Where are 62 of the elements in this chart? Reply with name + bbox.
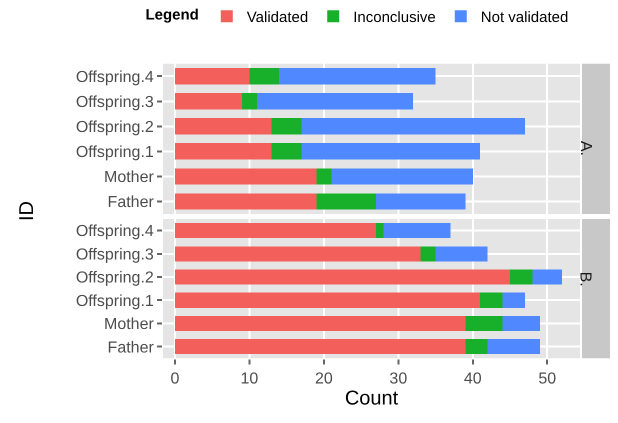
legend-title: Legend [145,6,199,24]
bar [174,93,242,110]
bar [436,246,488,262]
bar [465,316,503,332]
bar [316,168,332,185]
bar [465,339,488,354]
bar [302,118,525,134]
bar [174,339,466,354]
bar [174,118,272,134]
bar [242,93,257,110]
bar [376,223,384,238]
bar [316,193,376,210]
text: B. [576,272,594,287]
bar [272,143,302,160]
y-tick-label: Offspring.1 [76,144,154,161]
text: A. [576,140,594,156]
bar [174,223,376,238]
y-tick-label: Offspring.3 [76,94,154,111]
bar [331,168,473,185]
bar [383,223,450,238]
bar [174,68,250,84]
legend-label: Inconclusive [353,9,436,26]
bar [174,193,316,210]
y-tick-label: Father [108,339,154,356]
x-tick-label: 0 [170,370,180,388]
y-tick-label: Offspring.2 [76,270,154,287]
bar [502,292,525,308]
y-tick-label: Mother [104,169,154,186]
bar [279,68,436,84]
bar [272,118,302,134]
x-tick-label: 40 [464,370,482,388]
y-tick-label: Offspring.3 [76,246,154,264]
bar [249,68,280,84]
y-tick-label: Offspring.2 [76,118,154,136]
y-tick-label: Offspring.4 [76,68,154,86]
x-tick-label: 30 [389,370,408,388]
x-tick-label: 50 [538,370,556,388]
bar [174,246,421,262]
bar [174,316,466,332]
y-tick-label: Mother [104,316,154,334]
x-tick-label: 10 [240,370,258,388]
y-axis-title: ID [16,201,38,222]
y-tick-label: Offspring.4 [76,223,154,240]
bar [510,269,532,285]
bar [174,292,480,308]
bar [174,168,316,185]
y-tick-label: Father [108,194,154,212]
bar [302,143,480,160]
y-tick-label: Offspring.1 [76,292,154,310]
bar [256,93,414,110]
bar [420,246,436,262]
legend-label: Validated [246,9,308,26]
bar [376,193,466,210]
x-axis-title: Count [344,388,399,410]
bar [502,316,540,332]
bar [174,269,510,285]
x-tick-label: 20 [314,370,333,388]
bar [174,143,272,160]
legend-label: Not validated [480,9,568,26]
bar [488,339,540,354]
bar [532,269,562,285]
bar [480,292,503,308]
